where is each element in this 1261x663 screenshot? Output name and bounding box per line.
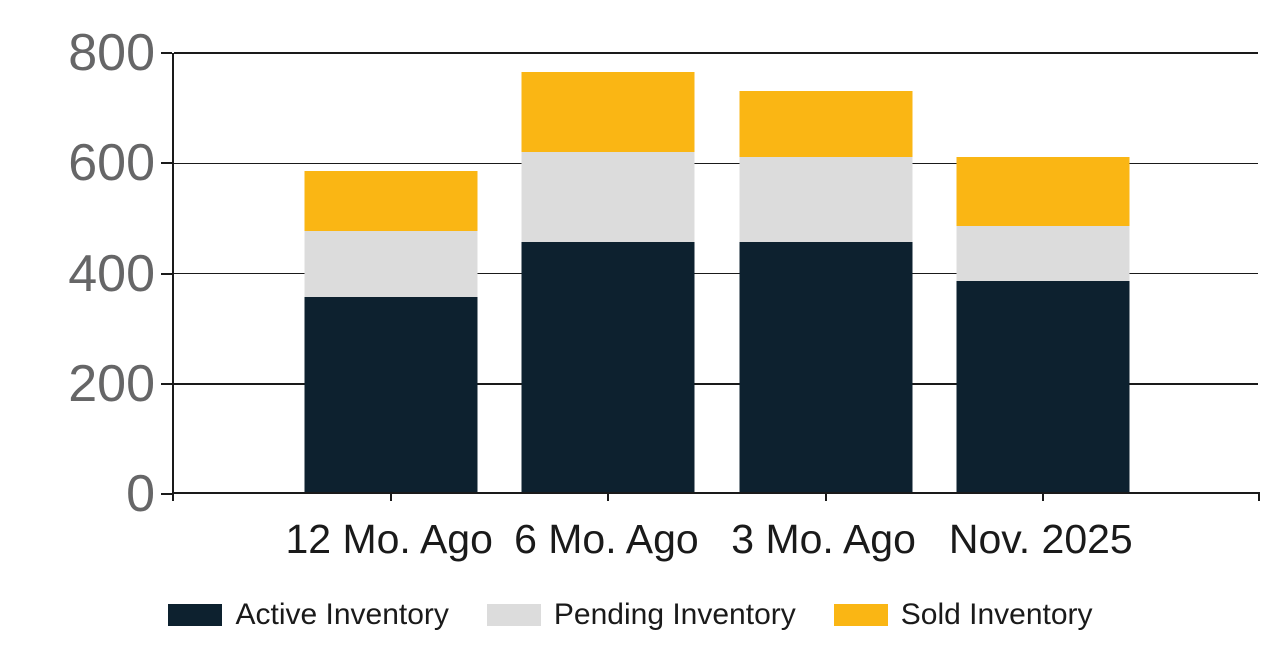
legend: Active Inventory Pending Inventory Sold In… — [0, 598, 1261, 632]
legend-item-pending-inventory: Pending Inventory — [486, 598, 796, 632]
bar-group-6-mo-ago — [521, 53, 695, 492]
legend-item-sold-inventory: Sold Inventory — [833, 598, 1093, 632]
x-axis-tick-3-mo-ago — [824, 492, 827, 501]
x-axis-label-6-mo-ago: 6 Mo. Ago — [514, 516, 699, 562]
y-axis-tick-200 — [161, 382, 172, 385]
x-axis-end-tick-right — [1258, 492, 1260, 501]
bar-segment-active-inventory-6-mo-ago — [521, 242, 695, 492]
bar-group-3-mo-ago — [739, 53, 913, 492]
bar-segment-active-inventory-12-mo-ago — [304, 297, 478, 492]
gridline-800 — [174, 52, 1258, 54]
y-axis-label-0: 0 — [126, 465, 155, 523]
x-axis-tick-nov-2025 — [1041, 492, 1044, 501]
bar-group-12-mo-ago — [304, 53, 478, 492]
gridline-600 — [174, 162, 1258, 164]
legend-swatch-pending-inventory — [486, 604, 541, 626]
bar-segment-pending-inventory-12-mo-ago — [304, 231, 478, 298]
x-axis-end-tick-left — [172, 492, 174, 501]
legend-item-active-inventory: Active Inventory — [168, 598, 449, 632]
bar-segment-pending-inventory-6-mo-ago — [521, 151, 695, 243]
bar-segment-sold-inventory-nov-2025 — [956, 157, 1130, 226]
x-axis-label-12-mo-ago: 12 Mo. Ago — [285, 516, 493, 562]
y-axis-label-600: 600 — [68, 134, 155, 193]
y-axis-tick-400 — [161, 272, 172, 275]
bar-segment-sold-inventory-6-mo-ago — [521, 72, 695, 152]
x-axis-tick-12-mo-ago — [390, 492, 393, 501]
bar-segment-pending-inventory-3-mo-ago — [739, 157, 913, 243]
y-axis-label-200: 200 — [68, 354, 155, 413]
bar-segment-sold-inventory-12-mo-ago — [304, 171, 478, 232]
x-axis-label-nov-2025: Nov. 2025 — [948, 516, 1133, 562]
x-axis-label-3-mo-ago: 3 Mo. Ago — [731, 516, 916, 562]
x-axis-tick-6-mo-ago — [607, 492, 610, 501]
legend-label-pending-inventory: Pending Inventory — [553, 598, 796, 631]
y-axis-tick-800 — [161, 52, 172, 54]
y-axis-tick-600 — [161, 162, 172, 165]
bar-segment-pending-inventory-nov-2025 — [956, 225, 1130, 281]
bar-segment-active-inventory-3-mo-ago — [739, 242, 913, 492]
gridline-400 — [174, 272, 1258, 275]
legend-label-sold-inventory: Sold Inventory — [900, 598, 1093, 631]
legend-swatch-active-inventory — [168, 604, 223, 626]
bar-group-nov-2025 — [956, 53, 1130, 492]
y-axis-label-400: 400 — [68, 244, 155, 303]
legend-swatch-sold-inventory — [833, 604, 888, 626]
plot-area — [172, 52, 1260, 501]
y-axis-label-800: 800 — [68, 24, 155, 82]
bar-segment-sold-inventory-3-mo-ago — [739, 91, 913, 158]
y-axis-tick-0 — [161, 493, 172, 495]
legend-label-active-inventory: Active Inventory — [235, 598, 449, 631]
gridline-200 — [174, 383, 1258, 385]
bar-segment-active-inventory-nov-2025 — [956, 280, 1130, 492]
